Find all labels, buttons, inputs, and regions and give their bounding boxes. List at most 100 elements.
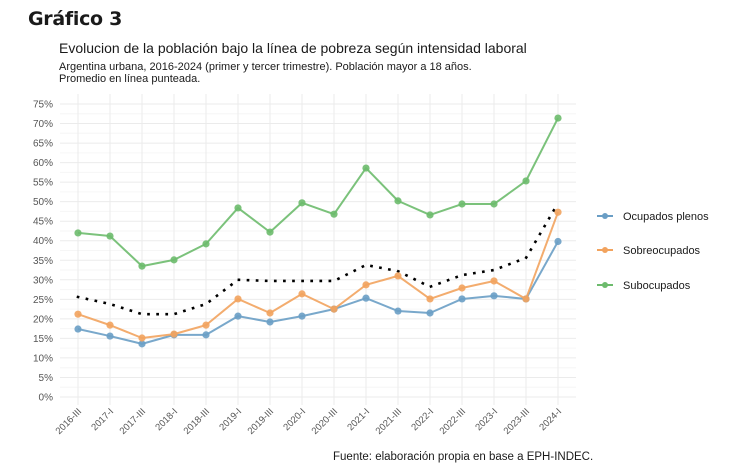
figure-label: Gráfico 3 xyxy=(28,8,123,30)
data-point xyxy=(362,164,370,172)
subtitle-line-1: Argentina urbana, 2016-2024 (primer y te… xyxy=(59,61,472,73)
series-ocupados-plenos xyxy=(74,237,562,348)
y-tick-label: 60% xyxy=(33,158,53,169)
y-tick-label: 5% xyxy=(39,373,54,384)
data-point xyxy=(298,290,306,298)
series-sobreocupados xyxy=(74,208,562,342)
data-point xyxy=(330,210,338,218)
y-tick-label: 55% xyxy=(33,178,53,189)
x-tick-label: 2020-III xyxy=(310,406,341,437)
data-point xyxy=(522,177,530,185)
data-point xyxy=(106,232,114,240)
data-point xyxy=(554,237,562,246)
data-point xyxy=(202,321,210,329)
x-tick-label: 2017-III xyxy=(118,406,149,437)
y-tick-label: 20% xyxy=(33,314,53,325)
data-point xyxy=(138,262,146,270)
legend-label: Sobreocupados xyxy=(623,245,701,257)
data-point xyxy=(426,309,434,317)
series-line xyxy=(77,211,559,340)
data-point xyxy=(74,229,82,237)
data-point xyxy=(170,330,178,338)
x-tick-label: 2022-I xyxy=(409,406,436,433)
data-point xyxy=(234,312,242,320)
y-tick-label: 30% xyxy=(33,275,53,286)
y-tick-label: 35% xyxy=(33,256,53,267)
legend-marker xyxy=(602,247,608,253)
data-point xyxy=(266,228,274,236)
data-point xyxy=(426,211,434,219)
data-point xyxy=(74,310,82,318)
data-point xyxy=(138,334,146,342)
data-point xyxy=(202,240,210,248)
average-dotted-line xyxy=(76,201,560,316)
data-point xyxy=(106,321,114,329)
data-point xyxy=(554,114,562,122)
x-tick-label: 2018-I xyxy=(153,406,180,433)
y-tick-label: 40% xyxy=(33,236,53,247)
series-lines xyxy=(74,114,562,348)
x-tick-label: 2018-III xyxy=(182,406,213,437)
data-point xyxy=(234,204,242,212)
legend: Ocupados plenos Sobreocupados Subocupados xyxy=(597,211,709,292)
x-tick-label: 2021-I xyxy=(345,406,372,433)
data-point xyxy=(362,294,370,302)
grid xyxy=(60,94,576,405)
data-point xyxy=(458,284,466,292)
data-point xyxy=(234,295,242,303)
x-tick-label: 2019-I xyxy=(217,406,244,433)
y-tick-label: 15% xyxy=(33,334,53,345)
data-point xyxy=(266,309,274,317)
legend-item: Subocupados xyxy=(597,280,691,292)
data-point xyxy=(522,295,530,303)
x-tick-label: 2024-I xyxy=(537,406,564,433)
x-tick-label: 2022-III xyxy=(438,406,469,437)
data-point xyxy=(74,325,82,333)
data-point xyxy=(170,256,178,264)
data-point xyxy=(138,340,146,348)
data-point xyxy=(362,281,370,289)
legend-label: Ocupados plenos xyxy=(623,211,709,223)
y-tick-label: 25% xyxy=(33,295,53,306)
y-tick-label: 0% xyxy=(39,393,54,404)
y-tick-label: 50% xyxy=(33,197,53,208)
y-tick-label: 70% xyxy=(33,119,53,130)
data-point xyxy=(426,295,434,303)
legend-marker xyxy=(602,213,608,219)
data-point xyxy=(106,332,114,340)
data-point xyxy=(458,200,466,208)
x-tick-label: 2021-III xyxy=(374,406,405,437)
legend-marker xyxy=(602,282,608,288)
legend-label: Subocupados xyxy=(623,280,691,292)
x-tick-label: 2023-I xyxy=(473,406,500,433)
data-point xyxy=(394,272,402,280)
data-point xyxy=(330,305,338,313)
y-tick-label: 75% xyxy=(33,100,53,111)
data-point xyxy=(394,307,402,315)
data-point xyxy=(202,331,210,339)
x-tick-label: 2023-III xyxy=(502,406,533,437)
chart-subtitle: Argentina urbana, 2016-2024 (primer y te… xyxy=(59,61,472,85)
average-line xyxy=(76,201,560,316)
data-point xyxy=(554,208,562,216)
data-point xyxy=(490,200,498,208)
x-axis-ticks: 2016-III 2017-I 2017-III 2018-I 2018-III 2019… xyxy=(54,406,565,437)
data-point xyxy=(394,197,402,205)
data-point xyxy=(298,199,306,207)
x-tick-label: 2019-III xyxy=(246,406,277,437)
series-line xyxy=(77,117,559,268)
source-caption: Fuente: elaboración propia en base a EPH… xyxy=(333,451,594,463)
data-point xyxy=(490,277,498,285)
data-point xyxy=(490,292,498,300)
series-subocupados xyxy=(74,114,562,270)
x-tick-label: 2016-III xyxy=(54,406,85,437)
y-axis-ticks: 0% 5% 10% 15% 20% 25% 30% 35% 40% 45% 50% 55% 60% 65%… xyxy=(33,100,53,404)
subtitle-line-2: Promedio en línea punteada. xyxy=(59,73,201,85)
data-point xyxy=(266,318,274,326)
series-line xyxy=(77,241,559,345)
legend-item: Ocupados plenos xyxy=(597,211,709,223)
y-tick-label: 65% xyxy=(33,139,53,150)
data-point xyxy=(298,312,306,320)
legend-item: Sobreocupados xyxy=(597,245,701,257)
